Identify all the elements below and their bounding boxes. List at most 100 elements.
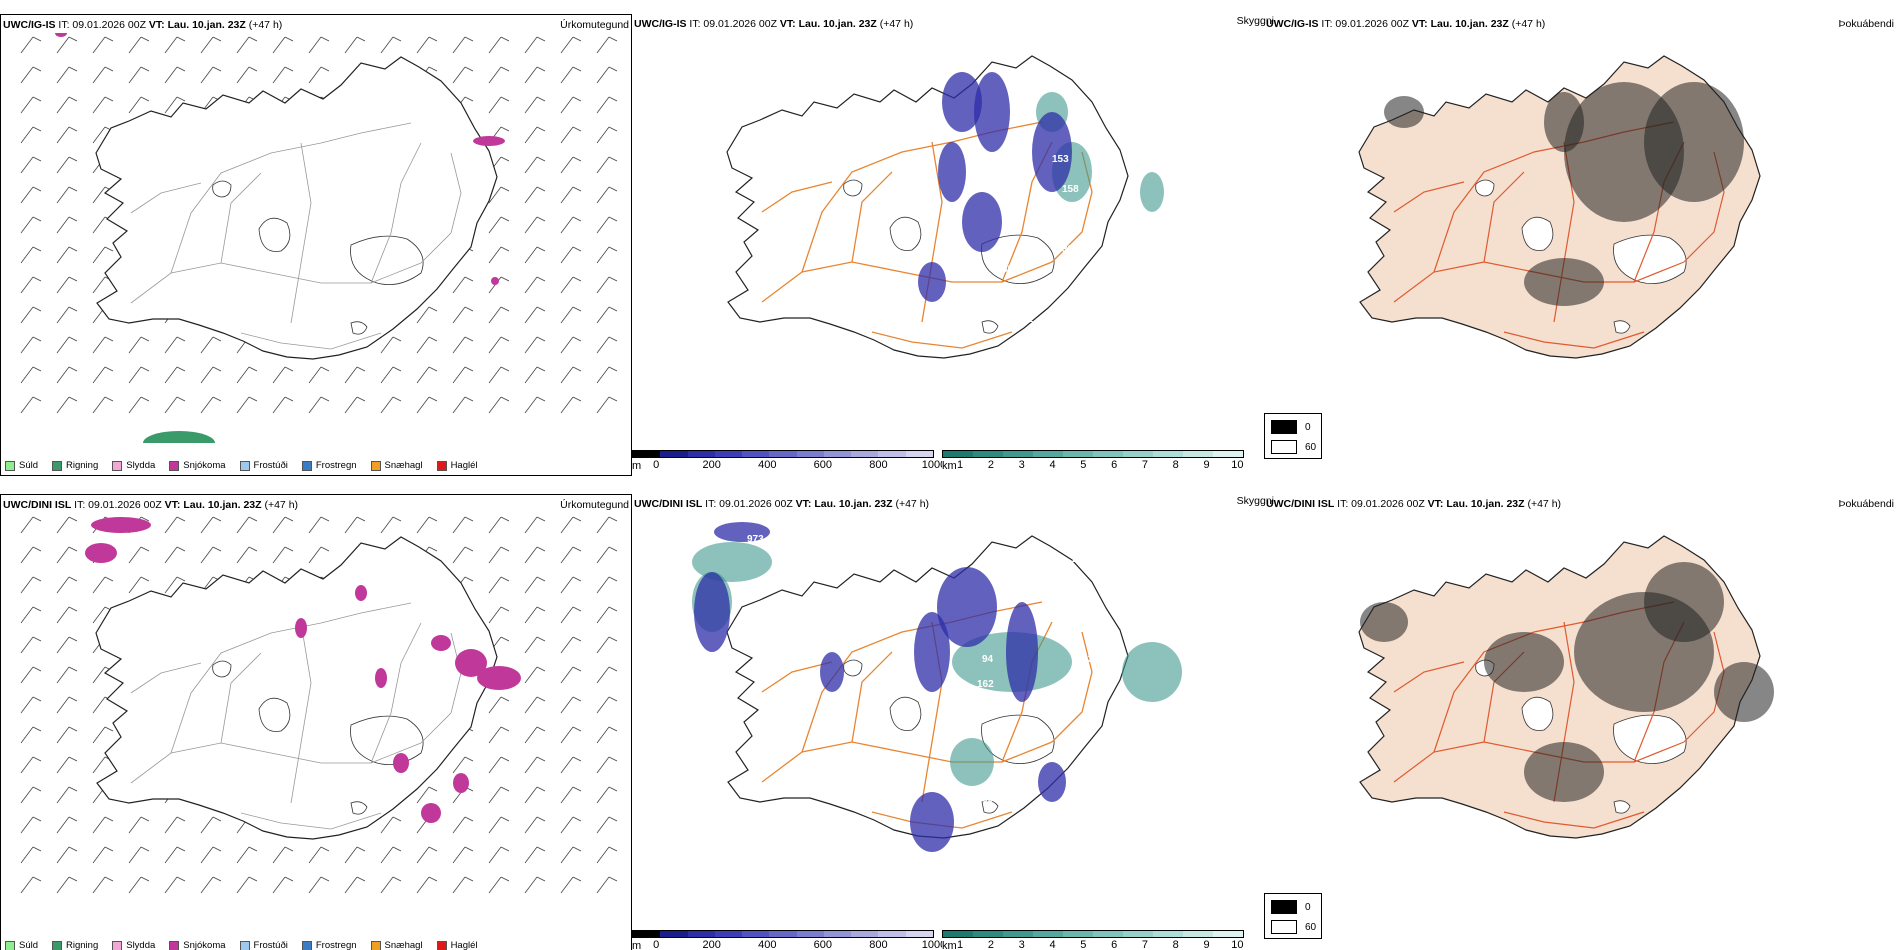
iceland-map	[726, 55, 1129, 359]
panel-header: UWC/DINI ISL IT: 09.01.2026 00Z VT: Lau.…	[1266, 498, 1894, 512]
wind-barb	[524, 726, 546, 744]
precip-legend-item: Rigning	[52, 940, 98, 950]
valid-time: Lau. 10.jan. 23Z	[798, 18, 877, 30]
wind-barb	[164, 516, 186, 534]
precip-legend-label: Haglél	[450, 940, 478, 950]
low-cloud-area	[937, 567, 997, 647]
wind-barb	[560, 396, 582, 414]
wind-barb	[596, 36, 618, 54]
wind-barb	[452, 306, 474, 324]
scale-tick-label: 0	[653, 939, 660, 950]
wind-barb	[272, 546, 294, 564]
scale-color-step	[943, 931, 973, 937]
valid-time: Lau. 10.jan. 23Z	[167, 19, 246, 31]
wind-barb	[560, 576, 582, 594]
precip-legend-label: Súld	[19, 940, 39, 950]
wind-barb	[56, 156, 78, 174]
wind-barb	[488, 546, 510, 564]
precip-legend-swatch	[5, 460, 15, 471]
wind-barb	[20, 36, 42, 54]
precip-type-legend: Súld Rigning Slydda Snjókoma Frostúði Frostre…	[5, 460, 478, 471]
glacier-outline	[843, 659, 863, 677]
glacier-outline	[843, 179, 863, 197]
precip-legend-label: Súld	[19, 460, 39, 471]
fog-low-label: 60	[1305, 921, 1317, 933]
wind-barb	[56, 546, 78, 564]
precip-legend-item: Snæhagl	[370, 940, 423, 950]
wind-barb	[308, 516, 330, 534]
lead-time: (+47 h)	[1511, 18, 1546, 30]
wind-barb	[236, 546, 258, 564]
init-time: IT: 09.01.2026 00Z	[1321, 18, 1409, 30]
scale-tick-label: 4	[1049, 939, 1056, 950]
wind-barb	[452, 276, 474, 294]
panel-title: Úrkomutegund	[560, 19, 629, 31]
scale-tick-label: 10	[1231, 939, 1244, 950]
precip-legend-item: Snjókoma	[169, 940, 226, 950]
init-time: IT: 09.01.2026 00Z	[705, 498, 793, 510]
scale-color-step	[973, 931, 1003, 937]
fog-legend-low: 60	[1271, 440, 1316, 454]
wind-barb	[128, 366, 150, 384]
wind-barb	[20, 96, 42, 114]
wind-barb	[92, 66, 114, 84]
precip-legend-label: Haglél	[450, 460, 478, 471]
snow-area	[491, 277, 499, 285]
model-label: UWC/IG-IS	[634, 18, 687, 30]
fog-legend-high: 0	[1271, 420, 1311, 434]
fog-legend-bottom: 0 60	[1264, 893, 1322, 939]
wind-barb	[596, 96, 618, 114]
wind-barb	[596, 846, 618, 864]
fog-area	[1644, 82, 1744, 202]
wind-barb	[416, 306, 438, 324]
wind-barb	[56, 786, 78, 804]
vt-label: VT:	[164, 499, 181, 511]
precip-legend-item: Rigning	[52, 460, 98, 471]
wind-barb	[488, 396, 510, 414]
wind-barb	[20, 276, 42, 294]
wind-barb	[56, 816, 78, 834]
scale-color-step	[687, 931, 715, 937]
scale-tick-label: 800	[869, 939, 888, 950]
wind-barb	[560, 246, 582, 264]
glacier-outline	[889, 696, 922, 731]
wind-barb	[596, 696, 618, 714]
wind-barb	[524, 876, 546, 894]
precip-type-map	[20, 33, 618, 443]
wind-barb	[128, 96, 150, 114]
scale-color-step	[823, 451, 852, 457]
wind-barb	[20, 756, 42, 774]
height-scale-labels: 0 200 400 600 800 1000	[632, 938, 946, 950]
wind-barb	[380, 516, 402, 534]
fog-area	[1644, 562, 1724, 642]
road-line	[1051, 631, 1093, 743]
wind-barb	[596, 126, 618, 144]
wind-barb	[308, 876, 330, 894]
low-cloud-area	[1032, 112, 1072, 192]
scale-tick-label: 400	[758, 939, 777, 950]
wind-barb	[596, 66, 618, 84]
visibility-label: 973	[747, 534, 764, 545]
road-line	[170, 122, 412, 274]
snow-area	[473, 136, 505, 146]
wind-barb	[524, 366, 546, 384]
precip-legend-item: Slydda	[112, 940, 155, 950]
precip-legend-swatch	[436, 460, 447, 471]
iceland-coastline	[95, 536, 498, 840]
precip-legend-swatch	[301, 460, 312, 471]
valid-time: Lau. 10.jan. 23Z	[814, 498, 893, 510]
wind-barb	[164, 576, 186, 594]
wind-barb	[560, 276, 582, 294]
scale-tick-label: 8	[1172, 459, 1179, 471]
model-label: UWC/IG-IS	[1266, 18, 1319, 30]
vt-label: VT:	[1411, 18, 1428, 30]
wind-barb	[56, 846, 78, 864]
wind-barb	[164, 816, 186, 834]
wind-barb	[560, 696, 582, 714]
vt-label: VT:	[779, 18, 796, 30]
wind-barb	[596, 186, 618, 204]
wind-barb	[344, 846, 366, 864]
scale-tick-label: 1000	[921, 459, 947, 471]
wind-barb	[524, 846, 546, 864]
wind-barb	[272, 516, 294, 534]
